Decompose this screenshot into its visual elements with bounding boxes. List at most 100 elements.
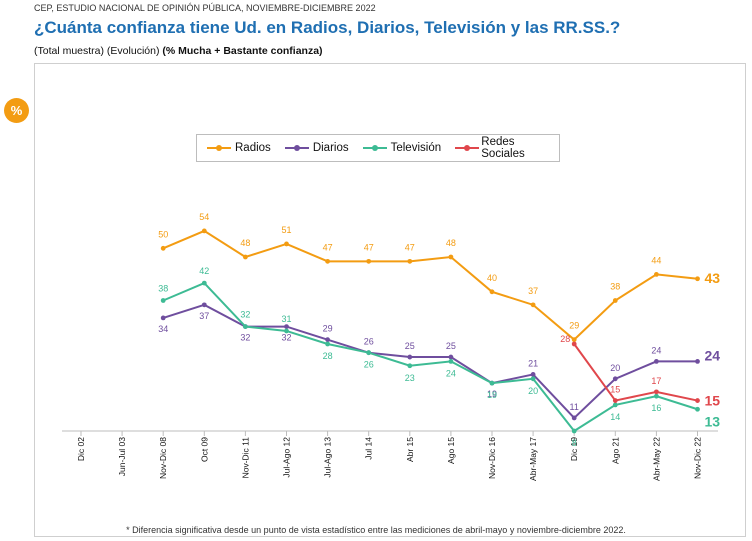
x-tick-label: Oct 09 (199, 437, 209, 462)
x-tick-label: Jul-Ago 12 (282, 437, 292, 478)
data-label-radios: 48 (446, 238, 456, 248)
chart-frame (34, 63, 746, 537)
data-point-television (489, 380, 495, 386)
data-point-redes-sociales (695, 398, 700, 403)
data-point-radios (160, 245, 166, 251)
legend-item-redes-sociales: Redes Sociales (455, 136, 555, 160)
data-label-diarios: 32 (240, 333, 250, 343)
data-point-radios (695, 276, 700, 282)
x-tick-label: Jul-Ago 13 (323, 437, 333, 478)
data-point-diarios (160, 315, 166, 321)
data-point-diarios (530, 372, 536, 377)
x-tick-label: Dic 02 (76, 437, 86, 461)
data-label-redes-sociales: 17 (651, 376, 661, 386)
end-label-diarios: 24 (705, 347, 721, 363)
legend-label: Diarios (312, 142, 349, 154)
data-label-radios: 40 (487, 273, 497, 283)
data-label-diarios: 34 (158, 324, 168, 334)
x-tick-label: Nov-Dic 22 (693, 437, 703, 479)
data-point-diarios (695, 359, 700, 364)
data-point-radios (571, 337, 577, 343)
x-tick-label: Jul 14 (364, 437, 374, 460)
data-label-diarios: 11 (570, 402, 579, 412)
data-label-television: 14 (610, 412, 620, 422)
data-label-television: 24 (446, 368, 456, 378)
series-line-radios (162, 229, 698, 341)
data-point-diarios (571, 415, 577, 421)
data-label-television: 26 (364, 360, 374, 370)
x-tick-label: Ago 21 (610, 437, 620, 464)
data-label-diarios: 19 (487, 389, 497, 399)
data-label-television: 16 (651, 403, 661, 413)
end-label-radios: 43 (705, 270, 721, 286)
data-point-radios (325, 258, 330, 264)
data-point-television (654, 393, 659, 399)
data-label-television: 19 (487, 390, 497, 400)
data-label-radios: 48 (240, 238, 250, 248)
footnote: * Diferencia significativa desde un punt… (126, 525, 626, 535)
subtitle-plain: (Total muestra) (Evolución) (34, 45, 163, 57)
x-tick-label: Abr-May 22 (651, 437, 661, 481)
data-point-television (571, 428, 577, 434)
x-tick-label: Nov-Dic 11 (240, 437, 250, 479)
data-label-radios: 51 (281, 225, 291, 235)
legend-item-diarios: Diarios (284, 142, 349, 154)
data-point-radios (407, 258, 413, 264)
data-point-radios (243, 254, 248, 260)
data-point-radios (448, 254, 454, 260)
legend-label: Redes Sociales (481, 136, 525, 160)
legend-dot (293, 145, 300, 151)
legend-symbol (455, 143, 480, 153)
data-label-radios: 44 (651, 255, 661, 265)
chart-title: ¿Cuánta confianza tiene Ud. en Radios, D… (34, 18, 621, 37)
data-label-radios: 37 (528, 286, 538, 296)
data-label-diarios: 21 (528, 358, 538, 368)
series-line-television (162, 281, 698, 433)
chart-subtitle: (Total muestra) (Evolución) (% Mucha + B… (34, 45, 323, 57)
data-label-radios: 47 (323, 242, 333, 252)
data-point-television (530, 376, 536, 382)
data-point-television (243, 324, 248, 329)
data-label-diarios: 20 (610, 363, 620, 373)
legend-symbol (362, 143, 387, 153)
legend-label: Radios (235, 142, 271, 154)
data-label-diarios: 26 (364, 337, 374, 347)
data-label-television: 20 (528, 386, 538, 396)
x-tick-label: Ago 15 (446, 437, 456, 464)
legend-item-radios: Radios (207, 142, 271, 154)
chart-legend: Radios Diarios Televisión Redes Sociales (196, 134, 560, 162)
data-label-radios: 38 (610, 282, 620, 292)
data-point-television (448, 359, 454, 364)
data-point-diarios (325, 337, 330, 343)
x-tick-label: Abr 15 (405, 437, 415, 462)
data-point-television (284, 328, 289, 334)
data-point-radios (654, 272, 659, 277)
data-label-television: 23 (405, 373, 415, 383)
data-label-diarios: 25 (446, 341, 456, 351)
data-label-radios: 47 (405, 242, 415, 252)
data-label-diarios: 25 (405, 341, 415, 351)
end-label-redes-sociales: 15 (705, 393, 721, 409)
legend-item-television: Televisión (362, 142, 441, 154)
legend-dot (464, 145, 471, 151)
subtitle-bold: (% Mucha + Bastante confianza) (162, 45, 323, 57)
data-point-television (407, 363, 413, 369)
data-point-television (201, 280, 207, 286)
data-label-television: 28 (323, 351, 333, 361)
data-point-redes-sociales (612, 398, 618, 403)
data-point-diarios (654, 359, 659, 364)
data-label-television: 38 (158, 284, 168, 294)
x-tick-label: Nov-Dic 08 (158, 437, 168, 479)
percent-badge: % (4, 98, 29, 123)
data-point-diarios (284, 324, 289, 329)
data-point-radios (284, 241, 289, 247)
data-label-diarios: 24 (651, 345, 661, 355)
data-label-television: 8 (572, 438, 577, 448)
data-point-radios (612, 298, 618, 303)
data-label-diarios: 37 (199, 311, 209, 321)
data-point-television (160, 298, 166, 303)
data-point-television (695, 406, 700, 412)
data-label-redes-sociales: 15 (610, 385, 620, 395)
x-tick-label: Dic 19 (569, 437, 579, 461)
